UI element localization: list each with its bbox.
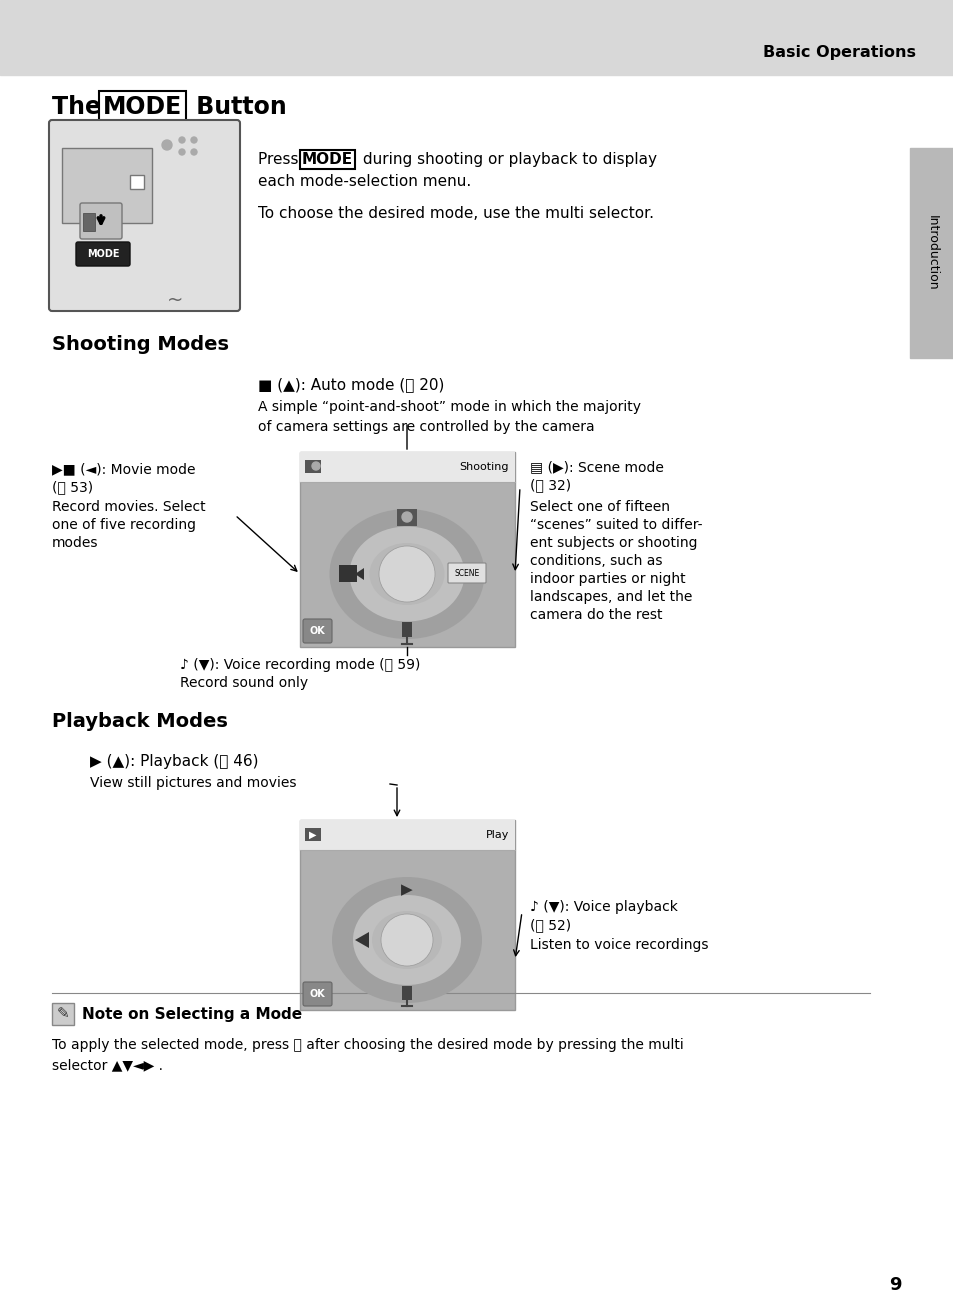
Text: Play: Play [485, 830, 509, 840]
Bar [909, 148, 953, 357]
Text: ent subjects or shooting: ent subjects or shooting [530, 536, 697, 551]
Circle shape [179, 148, 185, 155]
Ellipse shape [353, 895, 460, 986]
Text: MODE: MODE [87, 248, 119, 259]
Text: during shooting or playback to display: during shooting or playback to display [357, 152, 657, 167]
Text: selector ▲▼◄▶ .: selector ▲▼◄▶ . [52, 1058, 163, 1072]
Text: ♪ (▼): Voice playback: ♪ (▼): Voice playback [530, 900, 678, 915]
Ellipse shape [369, 543, 444, 604]
Text: Record movies. Select: Record movies. Select [52, 501, 206, 514]
Circle shape [378, 547, 435, 602]
Text: ♪ (▼): Voice recording mode (Ⓢ 59): ♪ (▼): Voice recording mode (Ⓢ 59) [180, 658, 420, 671]
Circle shape [312, 463, 319, 470]
Text: ▶■ (◄): Movie mode: ▶■ (◄): Movie mode [52, 463, 195, 476]
Text: ■ (▲): Auto mode (Ⓢ 20): ■ (▲): Auto mode (Ⓢ 20) [257, 377, 444, 392]
Text: Note on Selecting a Mode: Note on Selecting a Mode [82, 1007, 302, 1021]
Text: Playback Modes: Playback Modes [52, 712, 228, 731]
FancyBboxPatch shape [303, 619, 332, 643]
Text: View still pictures and movies: View still pictures and movies [90, 777, 296, 790]
Polygon shape [355, 568, 364, 579]
Bar [299, 820, 515, 850]
Text: 9: 9 [888, 1276, 901, 1294]
Ellipse shape [349, 527, 464, 622]
Bar [401, 986, 412, 1000]
Text: ▤ (▶): Scene mode: ▤ (▶): Scene mode [530, 460, 663, 474]
Text: (Ⓢ 32): (Ⓢ 32) [530, 478, 571, 491]
Text: Press: Press [257, 152, 303, 167]
Bar [62, 148, 152, 223]
Text: ▶: ▶ [400, 883, 413, 897]
Text: A simple “point-and-shoot” mode in which the majority: A simple “point-and-shoot” mode in which… [257, 399, 640, 414]
Text: indoor parties or night: indoor parties or night [530, 572, 685, 586]
Text: “scenes” suited to differ-: “scenes” suited to differ- [530, 518, 701, 532]
Circle shape [401, 512, 412, 522]
Bar [0, 0, 953, 75]
FancyBboxPatch shape [76, 242, 130, 265]
Bar [130, 175, 144, 189]
Text: To apply the selected mode, press Ⓢ after choosing the desired mode by pressing : To apply the selected mode, press Ⓢ afte… [52, 1038, 683, 1053]
Bar [305, 460, 320, 473]
Text: (Ⓢ 53): (Ⓢ 53) [52, 480, 93, 494]
Bar [83, 213, 95, 231]
Polygon shape [355, 932, 369, 947]
Ellipse shape [329, 509, 484, 639]
Text: conditions, such as: conditions, such as [530, 555, 661, 568]
Text: each mode-selection menu.: each mode-selection menu. [257, 173, 471, 189]
Text: Introduction: Introduction [924, 215, 938, 290]
Bar [299, 820, 515, 1010]
Text: ✎: ✎ [56, 1007, 70, 1021]
Bar [52, 1003, 74, 1025]
Text: ~: ~ [167, 290, 183, 310]
Text: MODE: MODE [103, 95, 182, 120]
Text: landscapes, and let the: landscapes, and let the [530, 590, 692, 604]
Text: OK: OK [309, 989, 325, 999]
Ellipse shape [372, 911, 441, 968]
FancyBboxPatch shape [49, 120, 240, 311]
Text: ▶: ▶ [309, 830, 316, 840]
Bar [401, 622, 412, 637]
Bar [299, 452, 515, 482]
Text: modes: modes [52, 536, 98, 551]
Text: OK: OK [309, 625, 325, 636]
Text: To choose the desired mode, use the multi selector.: To choose the desired mode, use the mult… [257, 206, 654, 221]
FancyBboxPatch shape [303, 982, 332, 1007]
FancyBboxPatch shape [448, 562, 485, 583]
Text: Shooting: Shooting [459, 463, 509, 472]
Text: Record sound only: Record sound only [180, 675, 308, 690]
Bar [305, 828, 320, 841]
Text: of camera settings are controlled by the camera: of camera settings are controlled by the… [257, 420, 594, 434]
Bar [396, 509, 416, 526]
Text: one of five recording: one of five recording [52, 518, 195, 532]
Bar [299, 452, 515, 646]
Text: The: The [52, 95, 110, 120]
Text: Shooting Modes: Shooting Modes [52, 335, 229, 353]
Bar [338, 565, 356, 582]
Text: camera do the rest: camera do the rest [530, 608, 661, 622]
Text: Button: Button [188, 95, 287, 120]
Text: Listen to voice recordings: Listen to voice recordings [530, 938, 708, 953]
Text: (Ⓢ 52): (Ⓢ 52) [530, 918, 571, 932]
Text: Select one of fifteen: Select one of fifteen [530, 501, 669, 514]
Text: SCENE: SCENE [454, 569, 479, 578]
Text: ▶ (▲): Playback (Ⓢ 46): ▶ (▲): Playback (Ⓢ 46) [90, 754, 258, 769]
Circle shape [191, 148, 196, 155]
Circle shape [179, 137, 185, 143]
Ellipse shape [332, 876, 481, 1003]
Text: MODE: MODE [302, 152, 353, 167]
Circle shape [191, 137, 196, 143]
Circle shape [380, 915, 433, 966]
Text: Basic Operations: Basic Operations [762, 45, 916, 59]
FancyBboxPatch shape [80, 202, 122, 239]
Circle shape [162, 141, 172, 150]
